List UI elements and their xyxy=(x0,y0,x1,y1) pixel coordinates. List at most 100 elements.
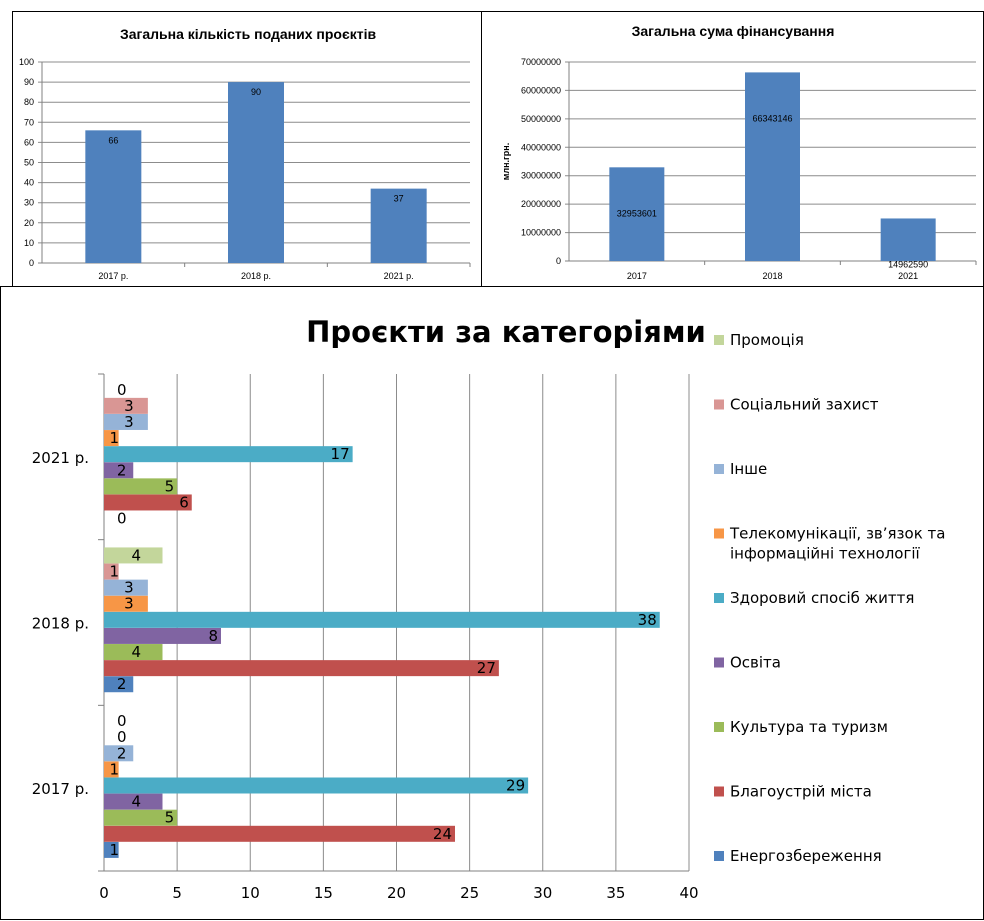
categories-legend-swatch xyxy=(714,787,724,797)
categories-legend-label: Промоція xyxy=(730,331,804,349)
categories-legend-label: Соціальний захист xyxy=(730,396,879,414)
count-bar xyxy=(85,130,141,263)
categories-legend-swatch xyxy=(714,335,724,345)
categories-data-label: 0 xyxy=(117,712,127,730)
count-y-tick-label: 20 xyxy=(24,218,34,228)
categories-x-tick-label: 40 xyxy=(679,884,698,902)
chart-panel-funding: Загальна сума фінансування 0 10000000 20000… xyxy=(481,11,984,287)
categories-legend-swatch xyxy=(714,593,724,603)
categories-x-tick-label: 35 xyxy=(606,884,625,902)
chart-panel-projects-count: Загальна кількість поданих проєктів 0 10 20… xyxy=(12,11,482,287)
categories-x-tick-label: 0 xyxy=(99,884,109,902)
funding-data-label: 32953601 xyxy=(617,208,657,218)
funding-x-tick-label: 2018 xyxy=(762,271,782,281)
categories-y-tick-label: 2018 р. xyxy=(32,615,89,633)
categories-x-tick-label: 25 xyxy=(460,884,479,902)
funding-chart-title: Загальна сума фінансування xyxy=(632,23,835,39)
funding-y-tick-label: 40000000 xyxy=(521,142,561,152)
count-y-tick-label: 80 xyxy=(24,97,34,107)
categories-bar xyxy=(104,612,660,628)
categories-data-label: 4 xyxy=(131,643,141,661)
categories-data-label: 27 xyxy=(477,659,496,677)
categories-x-tick-label: 20 xyxy=(387,884,406,902)
count-y-tick-label: 10 xyxy=(24,238,34,248)
categories-chart-title: Проєкти за категоріями xyxy=(306,315,706,349)
funding-x-tick-label: 2021 xyxy=(898,271,918,281)
categories-legend-swatch xyxy=(714,722,724,732)
funding-data-label: 14962590 xyxy=(888,259,928,269)
funding-data-label: 66343146 xyxy=(752,113,792,123)
categories-data-label: 1 xyxy=(110,429,120,447)
categories-data-label: 5 xyxy=(165,477,175,495)
count-data-label: 66 xyxy=(108,135,118,145)
categories-data-label: 2 xyxy=(117,461,127,479)
funding-y-tick-label: 10000000 xyxy=(521,228,561,238)
categories-bar xyxy=(104,446,353,462)
categories-legend-swatch xyxy=(714,529,724,539)
count-data-label: 37 xyxy=(394,194,404,204)
categories-legend-label: Інше xyxy=(730,460,767,478)
categories-data-label: 0 xyxy=(117,510,127,528)
categories-data-label: 3 xyxy=(124,595,134,613)
categories-data-label: 24 xyxy=(433,825,452,843)
count-y-tick-label: 90 xyxy=(24,77,34,87)
funding-chart: Загальна сума фінансування 0 10000000 20000… xyxy=(482,12,984,288)
categories-legend-label: Здоровий спосіб життя xyxy=(730,589,914,607)
categories-bar xyxy=(104,628,221,644)
chart-panel-categories: Проєкти за категоріями 0 5 10 15 20 25 30 35 40 20… xyxy=(0,286,984,920)
funding-bar xyxy=(881,218,936,261)
count-y-tick-label: 50 xyxy=(24,158,34,168)
count-x-tick-label: 2021 р. xyxy=(384,271,414,281)
categories-data-label: 29 xyxy=(506,777,525,795)
categories-data-label: 4 xyxy=(131,793,141,811)
categories-legend-swatch xyxy=(714,464,724,474)
categories-data-label: 4 xyxy=(131,546,141,564)
categories-x-tick-label: 15 xyxy=(314,884,333,902)
categories-x-tick-label: 5 xyxy=(172,884,182,902)
categories-y-tick-label: 2021 р. xyxy=(32,449,89,467)
categories-data-label: 1 xyxy=(110,563,120,581)
categories-data-label: 0 xyxy=(117,381,127,399)
count-x-tick-label: 2018 р. xyxy=(241,271,271,281)
categories-bar xyxy=(104,778,528,794)
categories-data-label: 3 xyxy=(124,397,134,415)
funding-y-tick-label: 60000000 xyxy=(521,85,561,95)
count-x-tick-label: 2017 р. xyxy=(98,271,128,281)
categories-data-label: 8 xyxy=(208,627,218,645)
count-y-tick-label: 0 xyxy=(29,258,34,268)
categories-legend-label: Телекомунікації, зв’язок та xyxy=(729,525,945,543)
count-chart-title: Загальна кількість поданих проєктів xyxy=(120,26,377,42)
count-y-tick-label: 70 xyxy=(24,117,34,127)
categories-data-label: 17 xyxy=(331,445,350,463)
funding-y-tick-label: 30000000 xyxy=(521,171,561,181)
count-data-label: 90 xyxy=(251,87,261,97)
categories-legend-label: Благоустрій міста xyxy=(730,783,872,801)
categories-data-label: 38 xyxy=(638,611,657,629)
categories-data-label: 2 xyxy=(117,675,127,693)
categories-data-label: 0 xyxy=(117,728,127,746)
categories-y-tick-label: 2017 р. xyxy=(32,780,89,798)
count-y-tick-label: 40 xyxy=(24,178,34,188)
funding-y-tick-label: 0 xyxy=(556,256,561,266)
categories-x-tick-label: 10 xyxy=(241,884,260,902)
categories-data-label: 1 xyxy=(110,841,120,859)
categories-legend-label: Культура та туризм xyxy=(730,718,888,736)
count-y-tick-label: 30 xyxy=(24,198,34,208)
funding-y-tick-label: 20000000 xyxy=(521,199,561,209)
funding-x-tick-label: 2017 xyxy=(627,271,647,281)
categories-data-label: 3 xyxy=(124,579,134,597)
count-y-tick-label: 60 xyxy=(24,137,34,147)
categories-bar xyxy=(104,826,455,842)
categories-data-label: 6 xyxy=(179,493,189,511)
projects-count-chart: Загальна кількість поданих проєктів 0 10 20… xyxy=(13,12,483,288)
categories-bar xyxy=(104,660,499,676)
categories-legend-swatch xyxy=(714,851,724,861)
categories-legend-swatch xyxy=(714,658,724,668)
categories-data-label: 1 xyxy=(110,760,120,778)
categories-data-label: 2 xyxy=(117,744,127,762)
count-bar xyxy=(228,82,284,263)
count-y-tick-label: 100 xyxy=(19,57,34,67)
funding-y-tick-label: 70000000 xyxy=(521,57,561,67)
funding-y-tick-label: 50000000 xyxy=(521,114,561,124)
